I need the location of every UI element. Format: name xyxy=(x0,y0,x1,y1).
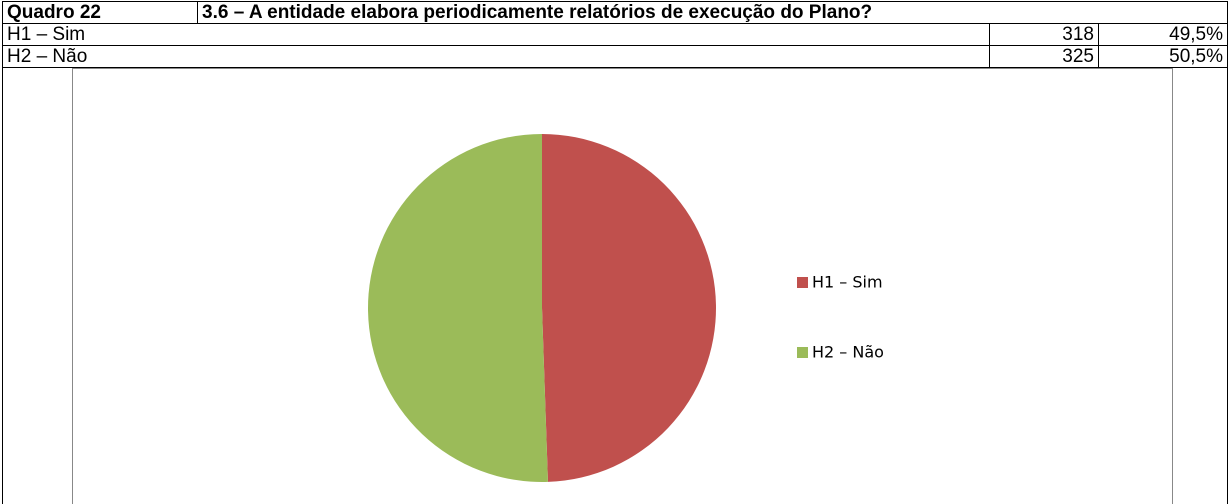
legend-label: H2 – Não xyxy=(812,343,884,362)
cell: 325 xyxy=(989,45,1099,68)
pie-slice xyxy=(368,134,548,482)
legend-swatch xyxy=(797,347,808,358)
page-borders xyxy=(2,68,1228,504)
pie-slice xyxy=(542,134,717,482)
row: H2 – Não 325 50,5% xyxy=(2,45,1228,68)
cell: H2 – Não xyxy=(2,45,990,68)
legend-swatch xyxy=(797,277,808,288)
cell: 50,5% xyxy=(1098,45,1228,68)
header-cell: Quadro 22 xyxy=(2,1,198,24)
legend-label: H1 – Sim xyxy=(812,273,883,292)
chart-frame xyxy=(72,68,1173,504)
table: Quadro 22 3.6 – A entidade elabora perio… xyxy=(2,1,1228,68)
cell: 49,5% xyxy=(1098,23,1228,46)
